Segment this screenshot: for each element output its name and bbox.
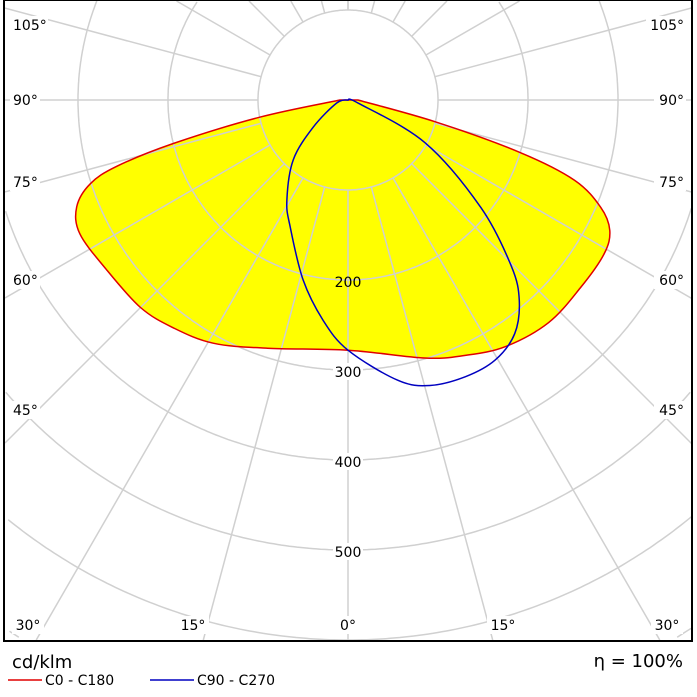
grid-circle bbox=[77, 1, 619, 371]
grid-radial-line bbox=[392, 1, 406, 23]
angle-label: 30° bbox=[655, 618, 680, 634]
grid-radial-line bbox=[202, 186, 326, 640]
angle-label: 105° bbox=[13, 18, 47, 34]
chart-frame bbox=[3, 0, 693, 642]
angle-label: 60° bbox=[13, 273, 38, 289]
grid-radial-line bbox=[392, 177, 661, 640]
angle-label: 105° bbox=[650, 18, 684, 34]
angle-labels-left: 105° 90° 75° 60° 45° bbox=[10, 16, 48, 419]
angle-label: 75° bbox=[13, 175, 38, 191]
grid-radial-line bbox=[411, 1, 448, 37]
angle-label: 90° bbox=[659, 93, 684, 109]
grid-radial-line bbox=[290, 1, 304, 23]
angle-labels-bottom: 30° 15° 0° 15° 30° bbox=[12, 616, 683, 634]
grid-radial-line bbox=[425, 1, 520, 56]
angle-label: 15° bbox=[491, 618, 516, 634]
radial-tick-labels: 200 300 400 500 bbox=[333, 275, 363, 561]
angle-label: 30° bbox=[16, 618, 41, 634]
grid-radial-line bbox=[35, 177, 304, 640]
angle-label: 90° bbox=[13, 93, 38, 109]
grid-circle bbox=[9, 627, 692, 638]
grid-radial-line bbox=[370, 1, 376, 14]
angle-label: 75° bbox=[659, 175, 684, 191]
radial-tick-label: 500 bbox=[335, 545, 362, 561]
grid-radial-line bbox=[370, 186, 494, 640]
radial-tick-label: 400 bbox=[335, 455, 362, 471]
efficiency-label: η = 100% bbox=[594, 651, 683, 672]
grid-radial-line bbox=[411, 163, 692, 445]
angle-label: 15° bbox=[181, 618, 206, 634]
grid-circle bbox=[167, 1, 529, 281]
grid-radial-line bbox=[320, 1, 326, 14]
grid-radial-line bbox=[5, 144, 271, 299]
grid-circle bbox=[7, 516, 692, 640]
unit-label: cd/klm bbox=[12, 652, 72, 673]
legend-label-c0: C0 - C180 bbox=[45, 673, 114, 689]
grid-radial-line bbox=[176, 1, 271, 56]
c90-c270-curve bbox=[286, 98, 521, 387]
grid-radial-line bbox=[434, 122, 692, 193]
radial-tick-label: 300 bbox=[335, 365, 362, 381]
grid-radial-line bbox=[425, 144, 692, 300]
grid-radial-line bbox=[5, 122, 262, 193]
angle-label: 45° bbox=[13, 403, 38, 419]
legend-label-c90: C90 - C270 bbox=[197, 673, 275, 689]
angle-labels-right: 105° 90° 75° 60° 45° bbox=[646, 16, 686, 419]
grid-radial-line bbox=[5, 163, 285, 444]
angle-label: 45° bbox=[659, 403, 684, 419]
angle-label: 0° bbox=[340, 618, 356, 634]
c0-c180-fill-area bbox=[75, 100, 610, 359]
radial-tick-label: 200 bbox=[335, 275, 362, 291]
grid-radial-line bbox=[248, 1, 285, 37]
angle-label: 60° bbox=[659, 273, 684, 289]
